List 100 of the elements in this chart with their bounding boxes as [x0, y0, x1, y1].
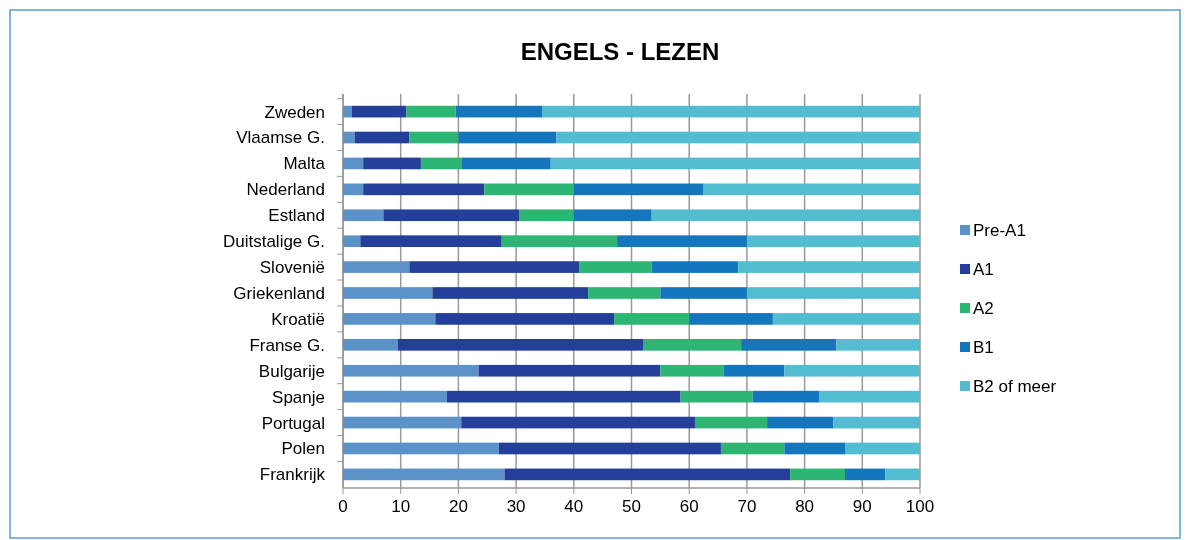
bar [343, 339, 398, 351]
y-tick-label: Malta [283, 154, 326, 174]
bar [573, 209, 652, 222]
y-tick-label: Portugal [261, 413, 325, 433]
bar [343, 235, 361, 247]
bar [498, 442, 721, 455]
bar [343, 468, 505, 481]
bar [343, 105, 352, 118]
bar [844, 468, 886, 481]
y-tick-label: Spanje [272, 387, 325, 407]
bar [819, 390, 920, 403]
bar [680, 390, 753, 403]
bar [343, 209, 384, 222]
x-tick-label: 20 [448, 497, 468, 516]
bar [703, 183, 920, 196]
y-tick-label: Kroatië [271, 309, 325, 329]
bar [343, 313, 436, 325]
x-tick-label: 70 [737, 497, 757, 516]
bar [833, 416, 920, 429]
bar [501, 235, 618, 247]
bar [363, 183, 485, 196]
bar [573, 183, 704, 196]
y-tick-label: Vlaamse G. [236, 128, 325, 148]
bar [458, 131, 557, 144]
bar [504, 468, 791, 481]
bar [660, 364, 724, 377]
bar [455, 105, 543, 118]
bar [343, 183, 364, 196]
bar [446, 390, 681, 403]
y-tick-label: Slovenië [259, 258, 325, 278]
bar [478, 364, 661, 377]
y-tick-label: Polen [281, 439, 325, 459]
bar [383, 209, 519, 222]
y-tick-label: Estland [268, 206, 325, 226]
legend-label: B2 of meer [973, 376, 1057, 396]
bar [790, 468, 845, 481]
y-tick-label: Franse G. [249, 335, 325, 355]
bar [409, 131, 459, 144]
x-tick-label: 10 [391, 497, 411, 516]
x-tick-label: 100 [905, 497, 935, 516]
bar [343, 287, 433, 299]
y-tick-label: Bulgarije [258, 361, 325, 381]
bar [409, 261, 580, 273]
y-tick-label: Zweden [264, 102, 325, 122]
bar [660, 287, 747, 299]
x-tick-label: 60 [679, 497, 699, 516]
bar [723, 364, 785, 377]
bar [844, 442, 920, 455]
bar [689, 313, 773, 325]
legend-label: Pre-A1 [973, 220, 1026, 240]
bar [542, 105, 920, 118]
bar [617, 235, 747, 247]
bar [518, 209, 574, 222]
x-tick-label: 30 [506, 497, 526, 516]
bar [720, 442, 785, 455]
bar [343, 157, 364, 170]
bar [784, 442, 845, 455]
bar [432, 287, 589, 299]
bar [420, 157, 462, 170]
bar [752, 390, 820, 403]
bar [836, 339, 920, 351]
legend-label: A2 [973, 298, 994, 318]
bar [484, 183, 574, 196]
bar [746, 235, 920, 247]
bar [461, 416, 695, 429]
bar [784, 364, 920, 377]
bar [354, 131, 410, 144]
bar [885, 468, 920, 481]
x-tick-label: 40 [564, 497, 584, 516]
bar [741, 339, 837, 351]
bar [343, 261, 410, 273]
bar [461, 157, 551, 170]
bar [343, 442, 499, 455]
x-tick-label: 80 [795, 497, 815, 516]
bar [343, 416, 462, 429]
y-tick-label: Frankrijk [259, 465, 326, 485]
bar [435, 313, 615, 325]
chart-title: ENGELS - LEZEN [520, 38, 720, 65]
y-tick-label: Griekenland [233, 283, 325, 303]
x-tick-label: 50 [622, 497, 641, 516]
x-tick-label: 90 [852, 497, 872, 516]
legend-label: B1 [973, 337, 994, 357]
bar [588, 287, 661, 299]
bar [746, 287, 920, 299]
bar [397, 339, 644, 351]
bar [406, 105, 456, 118]
bar [614, 313, 690, 325]
bar [351, 105, 407, 118]
bar [738, 261, 920, 273]
x-tick-label: 0 [338, 497, 348, 516]
bar [550, 157, 920, 170]
legend-label: A1 [973, 259, 994, 279]
y-tick-label: Nederland [246, 180, 325, 200]
bar [343, 131, 355, 144]
bar [360, 235, 502, 247]
y-tick-label: Duitstalige G. [222, 232, 325, 252]
bar [556, 131, 920, 144]
bar [643, 339, 742, 351]
bar [579, 261, 652, 273]
bar [363, 157, 421, 170]
